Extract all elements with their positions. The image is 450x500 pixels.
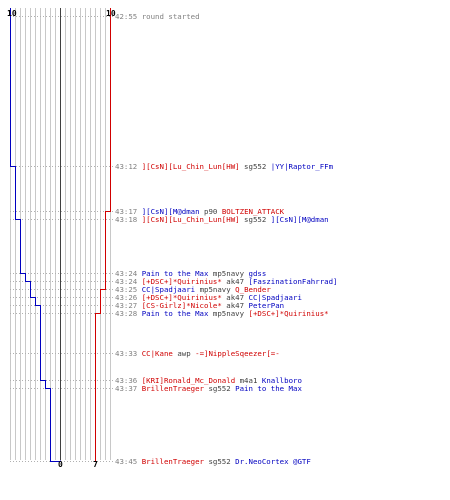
- event-victim: Knallboro: [261, 376, 302, 385]
- event-victim: Pain to the Max: [235, 384, 302, 393]
- event-row: 43:17 ][CsN][M@dman p90 BOLTZEN_ATTACK: [115, 207, 284, 216]
- red-score-top: 10: [106, 9, 116, 18]
- event-weapon: mp5navy: [212, 309, 245, 318]
- event-time: 43:33: [115, 349, 138, 358]
- event-killer: ][CsN][M@dman: [141, 207, 200, 216]
- event-time: 42:55: [115, 12, 138, 21]
- event-row: 43:26 [+DSC+]*Quirinius* ak47 CC|Spadjaa…: [115, 293, 302, 302]
- event-victim: Q_Bender: [235, 285, 271, 294]
- event-killer: ][CsN][Lu_Chin_Lun[HW]: [141, 215, 240, 224]
- event-victim: [+DSC+]*Quirinius*: [248, 309, 329, 318]
- event-row: 43:45 BrillenTraeger sg552 Dr.NeoCortex …: [115, 457, 311, 466]
- blue-score-bottom: 0: [58, 460, 63, 469]
- event-weapon: sg552: [244, 162, 267, 171]
- event-killer: CC|Spadjaari: [141, 285, 196, 294]
- event-extra: @GTF: [293, 457, 311, 466]
- event-killer: Pain to the Max: [141, 269, 209, 278]
- event-time: 43:12: [115, 162, 138, 171]
- event-row: 43:24 [+DSC+]*Quirinius* ak47 [Faszinati…: [115, 277, 338, 286]
- event-weapon: mp5navy: [212, 269, 245, 278]
- event-victim: ][CsN][M@dman: [270, 215, 329, 224]
- event-row: 42:55 round started: [115, 12, 200, 21]
- event-weapon: m4a1: [239, 376, 258, 385]
- event-victim: |YY|Raptor_FFm: [270, 162, 334, 171]
- event-row: 43:37 BrillenTraeger sg552 Pain to the M…: [115, 384, 302, 393]
- event-victim: CC|Spadjaari: [248, 293, 302, 302]
- event-time: 43:36: [115, 376, 138, 385]
- event-time: 43:18: [115, 215, 138, 224]
- event-row: 43:33 CC|Kane awp -=]NippleSqeezer[=-: [115, 349, 280, 358]
- event-time: 43:24: [115, 269, 138, 278]
- event-row: 43:25 CC|Spadjaari mp5navy Q_Bender: [115, 285, 271, 294]
- event-time: 43:45: [115, 457, 138, 466]
- event-time: 43:17: [115, 207, 138, 216]
- event-time: 43:24: [115, 277, 138, 286]
- event-row: 43:27 [CS-Girlz]*Nicole* ak47 PeterPan: [115, 301, 284, 310]
- event-row: 43:12 ][CsN][Lu_Chin_Lun[HW] sg552 |YY|R…: [115, 162, 333, 171]
- event-killer: BrillenTraeger: [141, 384, 204, 393]
- event-row: 43:24 Pain to the Max mp5navy gdss: [115, 269, 266, 278]
- event-weapon: p90: [204, 207, 218, 216]
- event-weapon: sg552: [208, 384, 231, 393]
- event-killer: ][CsN][Lu_Chin_Lun[HW]: [141, 162, 240, 171]
- event-weapon: mp5navy: [199, 285, 231, 294]
- event-victim: -=]NippleSqeezer[=-: [195, 349, 280, 358]
- event-text: round started: [141, 12, 200, 21]
- event-killer: [CS-Girlz]*Nicole*: [141, 301, 222, 310]
- event-weapon: ak47: [226, 293, 245, 302]
- blue-score-top: 10: [7, 9, 17, 18]
- event-victim: [FaszinationFahrrad]: [248, 277, 338, 286]
- event-time: 43:37: [115, 384, 138, 393]
- event-killer: BrillenTraeger: [141, 457, 204, 466]
- event-row: 43:18 ][CsN][Lu_Chin_Lun[HW] sg552 ][CsN…: [115, 215, 329, 224]
- event-row: 43:36 [KRI]Ronald_Mc_Donald m4a1 Knallbo…: [115, 376, 302, 385]
- event-killer: [+DSC+]*Quirinius*: [141, 293, 222, 302]
- event-weapon: sg552: [244, 215, 267, 224]
- event-time: 43:27: [115, 301, 138, 310]
- event-time: 43:28: [115, 309, 138, 318]
- event-killer: Pain to the Max: [141, 309, 209, 318]
- red-team-alive-line: [95, 8, 111, 462]
- event-victim: gdss: [248, 269, 267, 278]
- blue-team-alive-line: [10, 8, 61, 462]
- red-score-bottom: 7: [93, 460, 98, 469]
- event-killer: [+DSC+]*Quirinius*: [141, 277, 222, 286]
- event-weapon: awp: [177, 349, 191, 358]
- event-time: 43:25: [115, 285, 138, 294]
- event-weapon: ak47: [226, 277, 245, 286]
- event-victim: PeterPan: [248, 301, 285, 310]
- event-row: 43:28 Pain to the Max mp5navy [+DSC+]*Qu…: [115, 309, 329, 318]
- event-weapon: ak47: [226, 301, 245, 310]
- event-killer: [KRI]Ronald_Mc_Donald: [141, 376, 236, 385]
- event-victim: BOLTZEN_ATTACK: [221, 207, 285, 216]
- event-victim: Dr.NeoCortex: [235, 457, 289, 466]
- event-time: 43:26: [115, 293, 138, 302]
- event-weapon: sg552: [208, 457, 231, 466]
- event-killer: CC|Kane: [141, 349, 173, 358]
